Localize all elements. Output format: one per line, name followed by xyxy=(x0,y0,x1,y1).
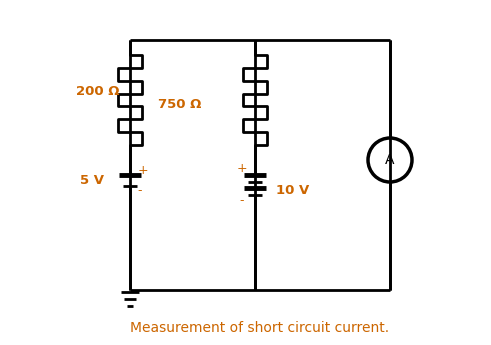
Text: 750 Ω: 750 Ω xyxy=(158,99,202,111)
Text: 5 V: 5 V xyxy=(80,174,104,187)
Text: Measurement of short circuit current.: Measurement of short circuit current. xyxy=(131,321,389,335)
Text: +: + xyxy=(237,162,247,176)
Text: -: - xyxy=(240,195,244,207)
Text: 10 V: 10 V xyxy=(276,184,310,197)
Text: 200 Ω: 200 Ω xyxy=(76,86,120,99)
Text: -: - xyxy=(138,185,142,197)
Text: A: A xyxy=(385,153,395,167)
Text: +: + xyxy=(137,164,148,177)
